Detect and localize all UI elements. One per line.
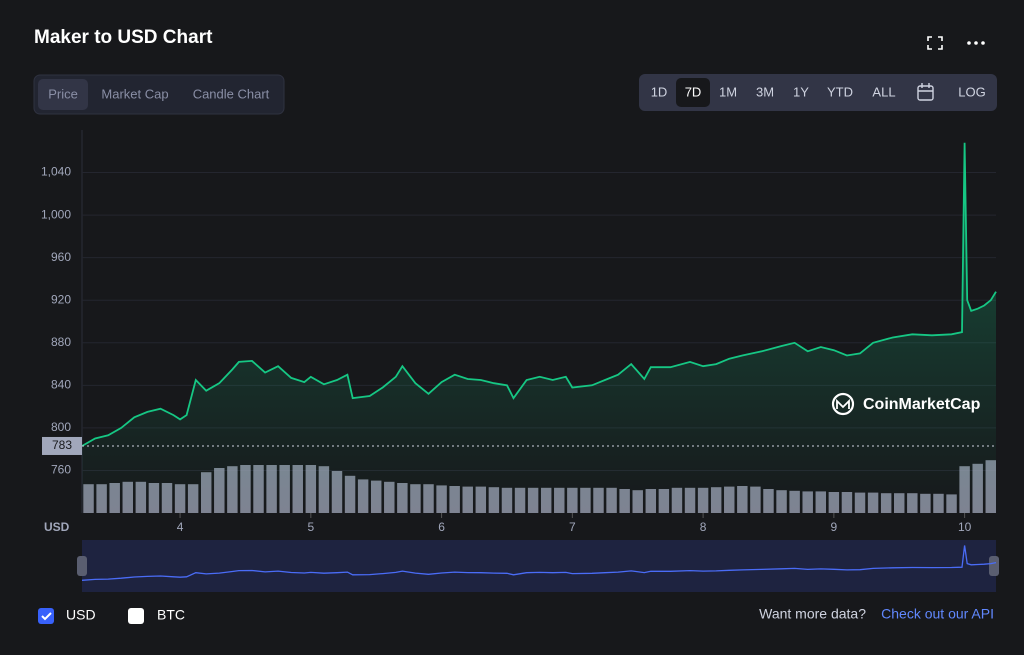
price-line xyxy=(81,142,997,447)
tab[interactable]: Price xyxy=(48,86,78,101)
y-tick-label: 1,000 xyxy=(41,207,71,221)
y-tick-label: 1,040 xyxy=(41,165,71,179)
current-price-label: 783 xyxy=(52,438,72,452)
current-price-badge xyxy=(42,436,82,455)
watermark: CoinMarketCap xyxy=(831,392,981,416)
y-axis-label: USD xyxy=(44,520,70,534)
chart-title: Maker to USD Chart xyxy=(34,27,213,48)
range-button[interactable]: 1D xyxy=(651,84,668,99)
legend-entry: BTC xyxy=(157,607,185,623)
y-tick-label: 880 xyxy=(51,335,71,349)
range-button[interactable]: 1Y xyxy=(793,84,809,99)
x-tick-label: 10 xyxy=(958,520,972,534)
watermark-text: CoinMarketCap xyxy=(863,396,981,413)
checkbox-checked[interactable] xyxy=(38,608,54,624)
api-link[interactable]: Check out our API xyxy=(881,606,994,622)
tab-group xyxy=(33,74,285,115)
navigator-handle[interactable] xyxy=(989,556,999,576)
navigator-line xyxy=(81,545,997,581)
navigator-handle[interactable] xyxy=(77,556,87,576)
range-button[interactable]: ALL xyxy=(872,84,895,99)
checkbox[interactable] xyxy=(128,608,144,624)
calendar-icon[interactable] xyxy=(917,83,934,101)
x-tick-label: 6 xyxy=(438,520,445,534)
price-area xyxy=(82,142,996,514)
tab[interactable]: Candle Chart xyxy=(193,86,270,101)
log-button[interactable]: LOG xyxy=(958,84,985,99)
plot: 7608008408809209601,0001,040445566778899… xyxy=(41,130,997,592)
more-icon[interactable] xyxy=(967,41,985,45)
y-tick-label: 840 xyxy=(51,378,71,392)
range-group xyxy=(639,74,997,111)
range-active xyxy=(676,78,710,107)
footer-prompt: Want more data? xyxy=(759,606,866,622)
tab-active xyxy=(38,79,88,110)
tab[interactable]: Market Cap xyxy=(101,86,168,101)
navigator[interactable] xyxy=(82,540,996,592)
range-button[interactable]: 3M xyxy=(756,84,774,99)
range-button[interactable]: 1M xyxy=(719,84,737,99)
y-tick-label: 920 xyxy=(51,292,71,306)
range-button[interactable]: YTD xyxy=(827,84,853,99)
check xyxy=(41,612,52,621)
y-tick-label: 960 xyxy=(51,250,71,264)
fullscreen-icon[interactable] xyxy=(927,36,943,50)
x-tick-label: 5 xyxy=(307,520,314,534)
y-tick-label: 760 xyxy=(51,463,71,477)
x-tick-label: 8 xyxy=(700,520,707,534)
x-tick-label: 7 xyxy=(569,520,576,534)
x-tick-label: 9 xyxy=(831,520,838,534)
legend-entry: USD xyxy=(66,607,96,623)
x-tick-label: 4 xyxy=(177,520,184,534)
y-tick-label: 800 xyxy=(51,420,71,434)
range-button[interactable]: 7D xyxy=(685,84,702,99)
